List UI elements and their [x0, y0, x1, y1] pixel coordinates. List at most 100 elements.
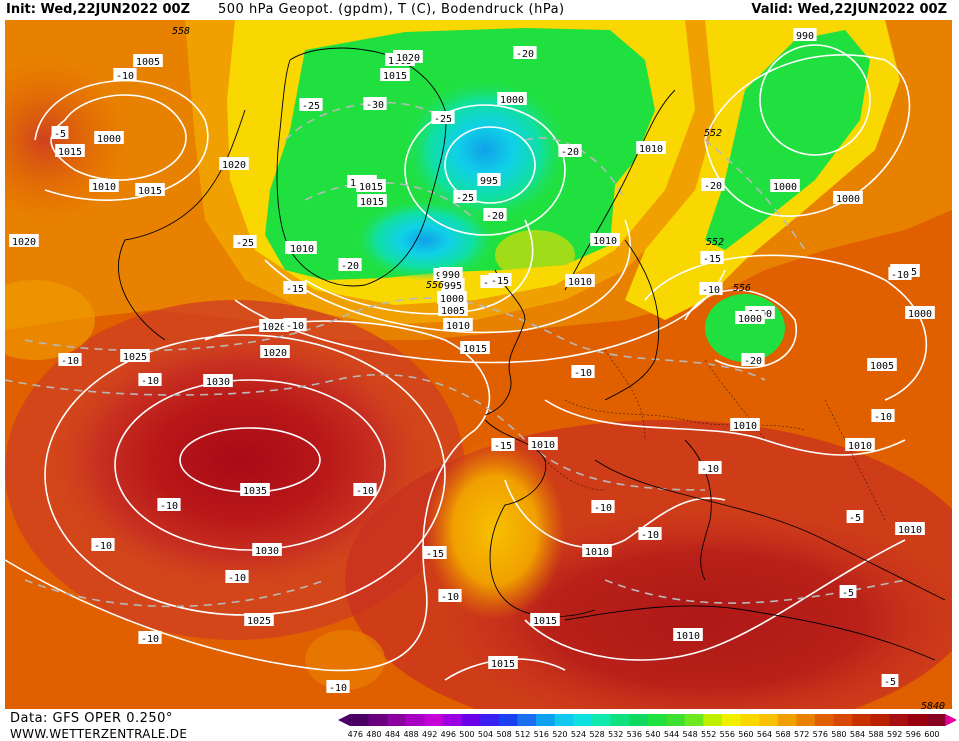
temperature-label-bg: [338, 258, 362, 271]
scale-swatch: [833, 714, 853, 726]
pressure-label-text: 1030: [255, 546, 279, 557]
temperature-label: -5: [839, 585, 857, 599]
temperature-label: -15: [491, 438, 515, 452]
pressure-label-text: 1005: [441, 306, 465, 317]
british-isles-coast: [484, 269, 526, 416]
temperature-label-text: -10: [594, 503, 612, 514]
pressure-label-text: 1005: [870, 361, 894, 372]
temperature-label: -20: [701, 178, 725, 192]
temperature-label-text: -10: [702, 285, 720, 296]
scale-swatch: [443, 714, 463, 726]
scale-swatch: [536, 714, 556, 726]
scale-tick-label: 524: [571, 730, 586, 739]
temperature-label: -15: [283, 281, 307, 295]
pressure-label: 1000: [905, 306, 935, 320]
pressure-label-bg: [582, 544, 612, 557]
weather-map: 1005100010101015102010201020101510151010…: [5, 20, 952, 709]
temperature-label-text: -10: [874, 412, 892, 423]
pressure-label-text: 1010: [639, 144, 663, 155]
scale-tick-label: 520: [552, 730, 567, 739]
temperature-label-text: -5: [54, 129, 66, 140]
pressure-label-bg: [673, 628, 703, 641]
pressure-label-text: 1035: [243, 486, 267, 497]
temperature-label-text: -10: [141, 634, 159, 645]
pressure-label-bg: [120, 349, 150, 362]
pressure-label: 995: [477, 173, 501, 187]
pressure-label: 1020: [260, 345, 290, 359]
scale-tick-label: 560: [738, 730, 753, 739]
temperature-label-text: -25: [456, 193, 474, 204]
scale-tick-label: 496: [441, 730, 456, 739]
temperature-label: -25: [299, 98, 323, 112]
pressure-label: 1010: [845, 438, 875, 452]
pressure-label-text: 1010: [568, 277, 592, 288]
pressure-label-text: 1015: [359, 182, 383, 193]
temperature-label-bg: [113, 68, 137, 81]
pressure-label-text: 1020: [396, 53, 420, 64]
temperature-label-text: -10: [701, 464, 719, 475]
temperature-label-bg: [51, 126, 69, 139]
temperature-label: -10: [326, 680, 350, 694]
pressure-label: 1010: [582, 544, 612, 558]
temperature-label-bg: [431, 111, 455, 124]
ne-green-trough: [705, 30, 870, 250]
temperature-label-text: -10: [641, 530, 659, 541]
temperature-label: -10: [58, 353, 82, 367]
pressure-label-bg: [488, 656, 518, 669]
temperature-label-text: -25: [434, 114, 452, 125]
pressure-label-bg: [443, 318, 473, 331]
pressure-label-text: 1025: [247, 616, 271, 627]
temperature-label-bg: [871, 409, 895, 422]
scale-swatch: [926, 714, 946, 726]
pressure-label-text: 1030: [206, 377, 230, 388]
temperature-label: -10: [871, 409, 895, 423]
temperature-label: -15: [423, 546, 447, 560]
temperature-label-bg: [839, 585, 857, 598]
init-time: Init: Wed,22JUN2022 00Z: [6, 2, 191, 17]
pressure-label: 1015: [357, 194, 387, 208]
pressure-label: 1015: [488, 656, 518, 670]
temperature-label-bg: [326, 680, 350, 693]
scale-swatch: [368, 714, 388, 726]
pressure-label-text: 1015: [383, 71, 407, 82]
pressure-label-text: 1010: [446, 321, 470, 332]
temperature-label: -20: [558, 144, 582, 158]
pressure-label: 1000: [770, 179, 800, 193]
pressure-label: 990: [793, 28, 817, 42]
scale-swatch: [424, 714, 444, 726]
temperature-label: -10: [438, 589, 462, 603]
pressure-label: 1015: [135, 183, 165, 197]
scale-swatch: [480, 714, 500, 726]
temperature-label-text: -10: [356, 486, 374, 497]
temperature-label: -10: [283, 318, 307, 332]
pressure-label-bg: [833, 191, 863, 204]
scale-tick-label: 492: [422, 730, 437, 739]
pressure-label: 1015: [530, 613, 560, 627]
temperature-label-text: -25: [236, 238, 254, 249]
temperature-label-bg: [488, 273, 512, 286]
temperature-label-bg: [513, 46, 537, 59]
pressure-label-bg: [135, 183, 165, 196]
med-north-coast: [594, 459, 946, 601]
pressure-label-text: 1000: [836, 194, 860, 205]
pressure-label-bg: [636, 141, 666, 154]
pressure-label: 1000: [437, 291, 467, 305]
pressure-label-bg: [9, 234, 39, 247]
temperature-label: -10: [113, 68, 137, 82]
pressure-label-text: 1020: [263, 348, 287, 359]
pressure-label-text: 990: [442, 270, 460, 281]
pressure-label-bg: [460, 341, 490, 354]
temperature-label-bg: [741, 353, 765, 366]
scale-tick-label: 572: [794, 730, 809, 739]
temperature-label: -30: [363, 97, 387, 111]
scale-tick-label: 480: [366, 730, 381, 739]
temperature-label: -10: [888, 267, 912, 281]
pressure-label-bg: [497, 92, 527, 105]
scale-swatch: [908, 714, 928, 726]
scale-swatch: [759, 714, 779, 726]
pressure-label-text: 1010: [92, 182, 116, 193]
pressure-label-bg: [203, 374, 233, 387]
temperature-label-text: -10: [228, 573, 246, 584]
pressure-label: 1005: [133, 54, 163, 68]
isotherm-15: [24, 297, 766, 381]
